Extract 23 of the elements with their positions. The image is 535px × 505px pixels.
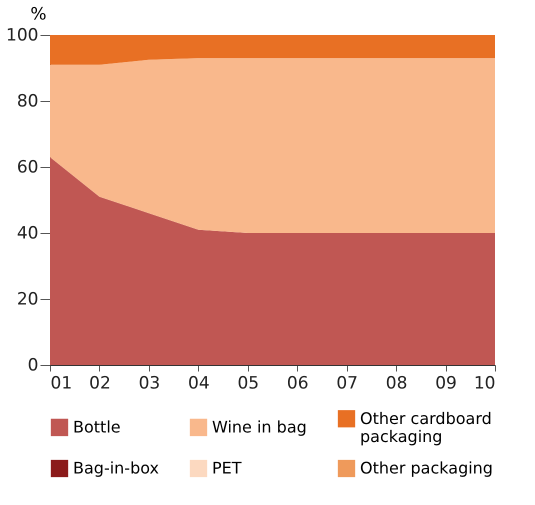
x-tick-label: 02: [89, 374, 111, 394]
legend-label: Wine in bag: [212, 417, 307, 436]
y-tick-label: 20: [16, 290, 38, 310]
legend-label: Other cardboard packaging: [360, 408, 492, 446]
y-tick-label: 80: [16, 92, 38, 112]
x-tick-label: 10: [474, 374, 496, 394]
y-tick-label: 100: [6, 26, 38, 46]
y-tick-label: 0: [28, 356, 38, 376]
legend-label: Bottle: [73, 417, 121, 436]
x-tick-label: 01: [50, 374, 72, 394]
x-tick-label: 08: [386, 374, 408, 394]
x-tick-label: 05: [237, 374, 260, 394]
x-tick-label: 07: [336, 374, 358, 394]
x-tick-label: 04: [188, 374, 210, 394]
x-tick-label: 03: [138, 374, 160, 394]
legend-label: Bag-in-box: [73, 458, 159, 478]
legend-label: Other packaging: [360, 458, 493, 478]
legend-label: PET: [212, 458, 242, 478]
x-tick-label: 06: [286, 374, 309, 394]
y-axis-title: %: [30, 4, 47, 24]
y-tick-label: 60: [16, 158, 38, 178]
x-tick-label: 09: [435, 374, 457, 394]
y-tick-label: 40: [16, 224, 38, 244]
